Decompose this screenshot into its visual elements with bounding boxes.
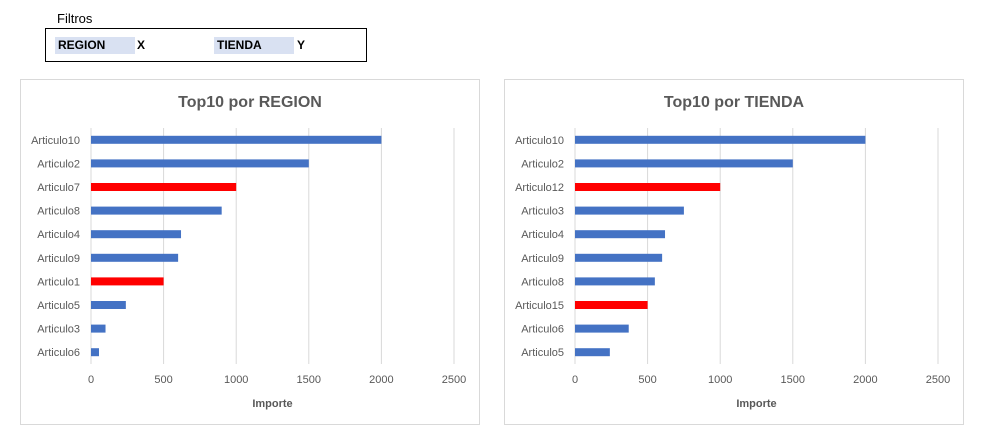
bar	[91, 135, 382, 144]
filter-value-region[interactable]: X	[137, 38, 146, 52]
category-label: Articulo12	[515, 182, 564, 194]
x-tick-label: 1500	[297, 374, 321, 386]
bar	[91, 230, 182, 239]
category-label: Articulo2	[521, 158, 564, 170]
bar	[91, 277, 164, 286]
bar	[91, 206, 222, 215]
x-tick-label: 2500	[442, 374, 466, 386]
category-label: Articulo9	[521, 253, 564, 265]
bar	[91, 348, 99, 357]
x-tick-label: 500	[638, 374, 656, 386]
bar	[575, 206, 684, 215]
category-label: Articulo8	[37, 206, 80, 218]
chart-tienda: Top10 por TIENDA 0 500 1000 1500 2000 2500 Arti…	[504, 79, 964, 425]
bar	[575, 230, 666, 239]
category-label: Articulo15	[515, 300, 564, 312]
x-tick-label: 1500	[781, 374, 805, 386]
bar	[91, 253, 179, 262]
x-tick-label: 0	[572, 374, 578, 386]
x-axis-label: Importe	[736, 398, 776, 410]
category-label: Articulo4	[37, 229, 80, 241]
x-tick-label: 1000	[224, 374, 248, 386]
bar	[575, 253, 663, 262]
bar	[575, 159, 793, 168]
category-label: Articulo6	[521, 324, 564, 336]
x-tick-label: 2500	[926, 374, 950, 386]
x-tick-label: 2000	[369, 374, 393, 386]
category-label: Articulo2	[37, 158, 80, 170]
bar	[575, 348, 610, 357]
bar	[91, 183, 237, 191]
category-label: Articulo7	[37, 182, 80, 194]
x-tick-label: 500	[154, 374, 172, 386]
filter-key-region: REGION	[55, 37, 135, 54]
category-label: Articulo10	[31, 135, 80, 147]
category-label: Articulo1	[37, 276, 80, 288]
category-label: Articulo10	[515, 135, 564, 147]
x-tick-label: 2000	[853, 374, 877, 386]
filter-value-tienda[interactable]: Y	[297, 38, 306, 52]
chart-title: Top10 por REGION	[178, 94, 322, 111]
bar	[575, 183, 721, 191]
chart-region: Top10 por REGION 0 500 1000 1500 2000 2500 Arti…	[20, 79, 480, 425]
bar	[575, 324, 629, 333]
chart-region-svg: Top10 por REGION 0 500 1000 1500 2000 2500 Arti…	[31, 94, 466, 410]
filter-key-tienda: TIENDA	[214, 37, 294, 54]
bar	[91, 159, 309, 168]
category-label: Articulo3	[521, 206, 564, 218]
bar	[91, 301, 126, 309]
bar	[91, 324, 106, 333]
category-label: Articulo5	[521, 347, 564, 359]
x-tick-label: 0	[88, 374, 94, 386]
category-label: Articulo8	[521, 276, 564, 288]
x-axis-label: Importe	[252, 398, 292, 410]
category-label: Articulo3	[37, 324, 80, 336]
category-label: Articulo9	[37, 253, 80, 265]
x-tick-label: 1000	[708, 374, 732, 386]
chart-title: Top10 por TIENDA	[664, 94, 805, 111]
bar	[575, 277, 655, 286]
category-label: Articulo4	[521, 229, 564, 241]
category-label: Articulo6	[37, 347, 80, 359]
bar	[575, 135, 866, 144]
filters-box: REGION X TIENDA Y	[45, 28, 367, 62]
bar	[575, 301, 648, 309]
category-label: Articulo5	[37, 300, 80, 312]
chart-tienda-svg: Top10 por TIENDA 0 500 1000 1500 2000 2500 Arti…	[515, 94, 950, 410]
filters-label: Filtros	[57, 11, 93, 26]
